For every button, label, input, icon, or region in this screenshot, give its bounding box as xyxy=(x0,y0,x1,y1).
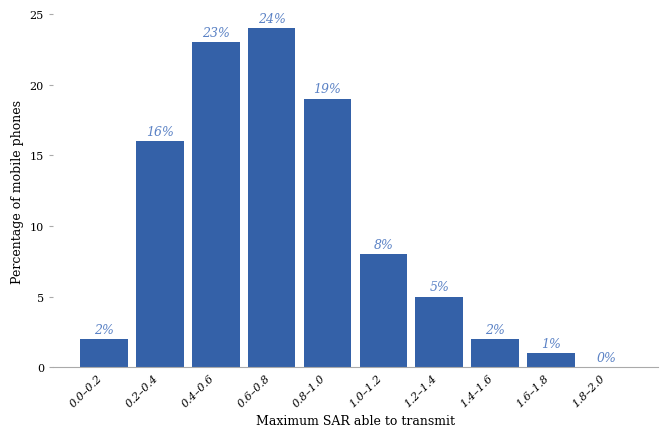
Bar xyxy=(304,100,351,367)
Bar xyxy=(527,353,575,367)
Bar xyxy=(248,29,296,367)
Text: 8%: 8% xyxy=(373,238,393,251)
Bar xyxy=(360,255,407,367)
Text: 5%: 5% xyxy=(429,280,449,293)
Bar xyxy=(415,297,463,367)
Bar xyxy=(80,339,128,367)
Y-axis label: Percentage of mobile phones: Percentage of mobile phones xyxy=(11,99,24,283)
Text: 16%: 16% xyxy=(146,125,174,138)
Bar xyxy=(471,339,518,367)
Bar xyxy=(136,142,184,367)
Text: 0%: 0% xyxy=(597,351,617,364)
X-axis label: Maximum SAR able to transmit: Maximum SAR able to transmit xyxy=(256,414,455,427)
Text: 1%: 1% xyxy=(541,337,561,350)
Text: 19%: 19% xyxy=(314,83,341,96)
Text: 24%: 24% xyxy=(258,13,286,26)
Bar xyxy=(192,43,240,367)
Text: 2%: 2% xyxy=(94,323,114,336)
Text: 23%: 23% xyxy=(202,27,229,40)
Text: 2%: 2% xyxy=(485,323,505,336)
